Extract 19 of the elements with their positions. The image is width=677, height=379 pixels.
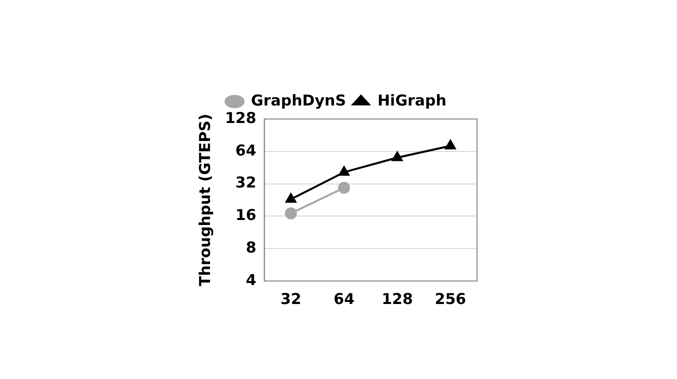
y-tick-label: 64 [235,141,256,160]
y-tick-label: 128 [225,108,256,127]
point [284,207,297,220]
y-tick-label: 32 [235,174,256,192]
x-tick-label: 32 [280,290,302,308]
point [338,182,350,194]
point [392,152,403,162]
y-axis-title: Throughput (GTEPS) [196,114,214,286]
point [338,166,350,176]
legend-label: GraphDynS [251,91,346,110]
y-tick-label: 16 [235,206,256,224]
x-tick-label: 256 [434,290,466,308]
point [286,193,296,203]
x-tick-label: 128 [382,290,413,308]
x-tick-label: 64 [334,290,355,308]
legend-label: HiGraph [378,91,446,110]
y-tick-label: 8 [246,238,256,256]
point [445,140,456,150]
y-tick-label: 4 [246,270,256,289]
